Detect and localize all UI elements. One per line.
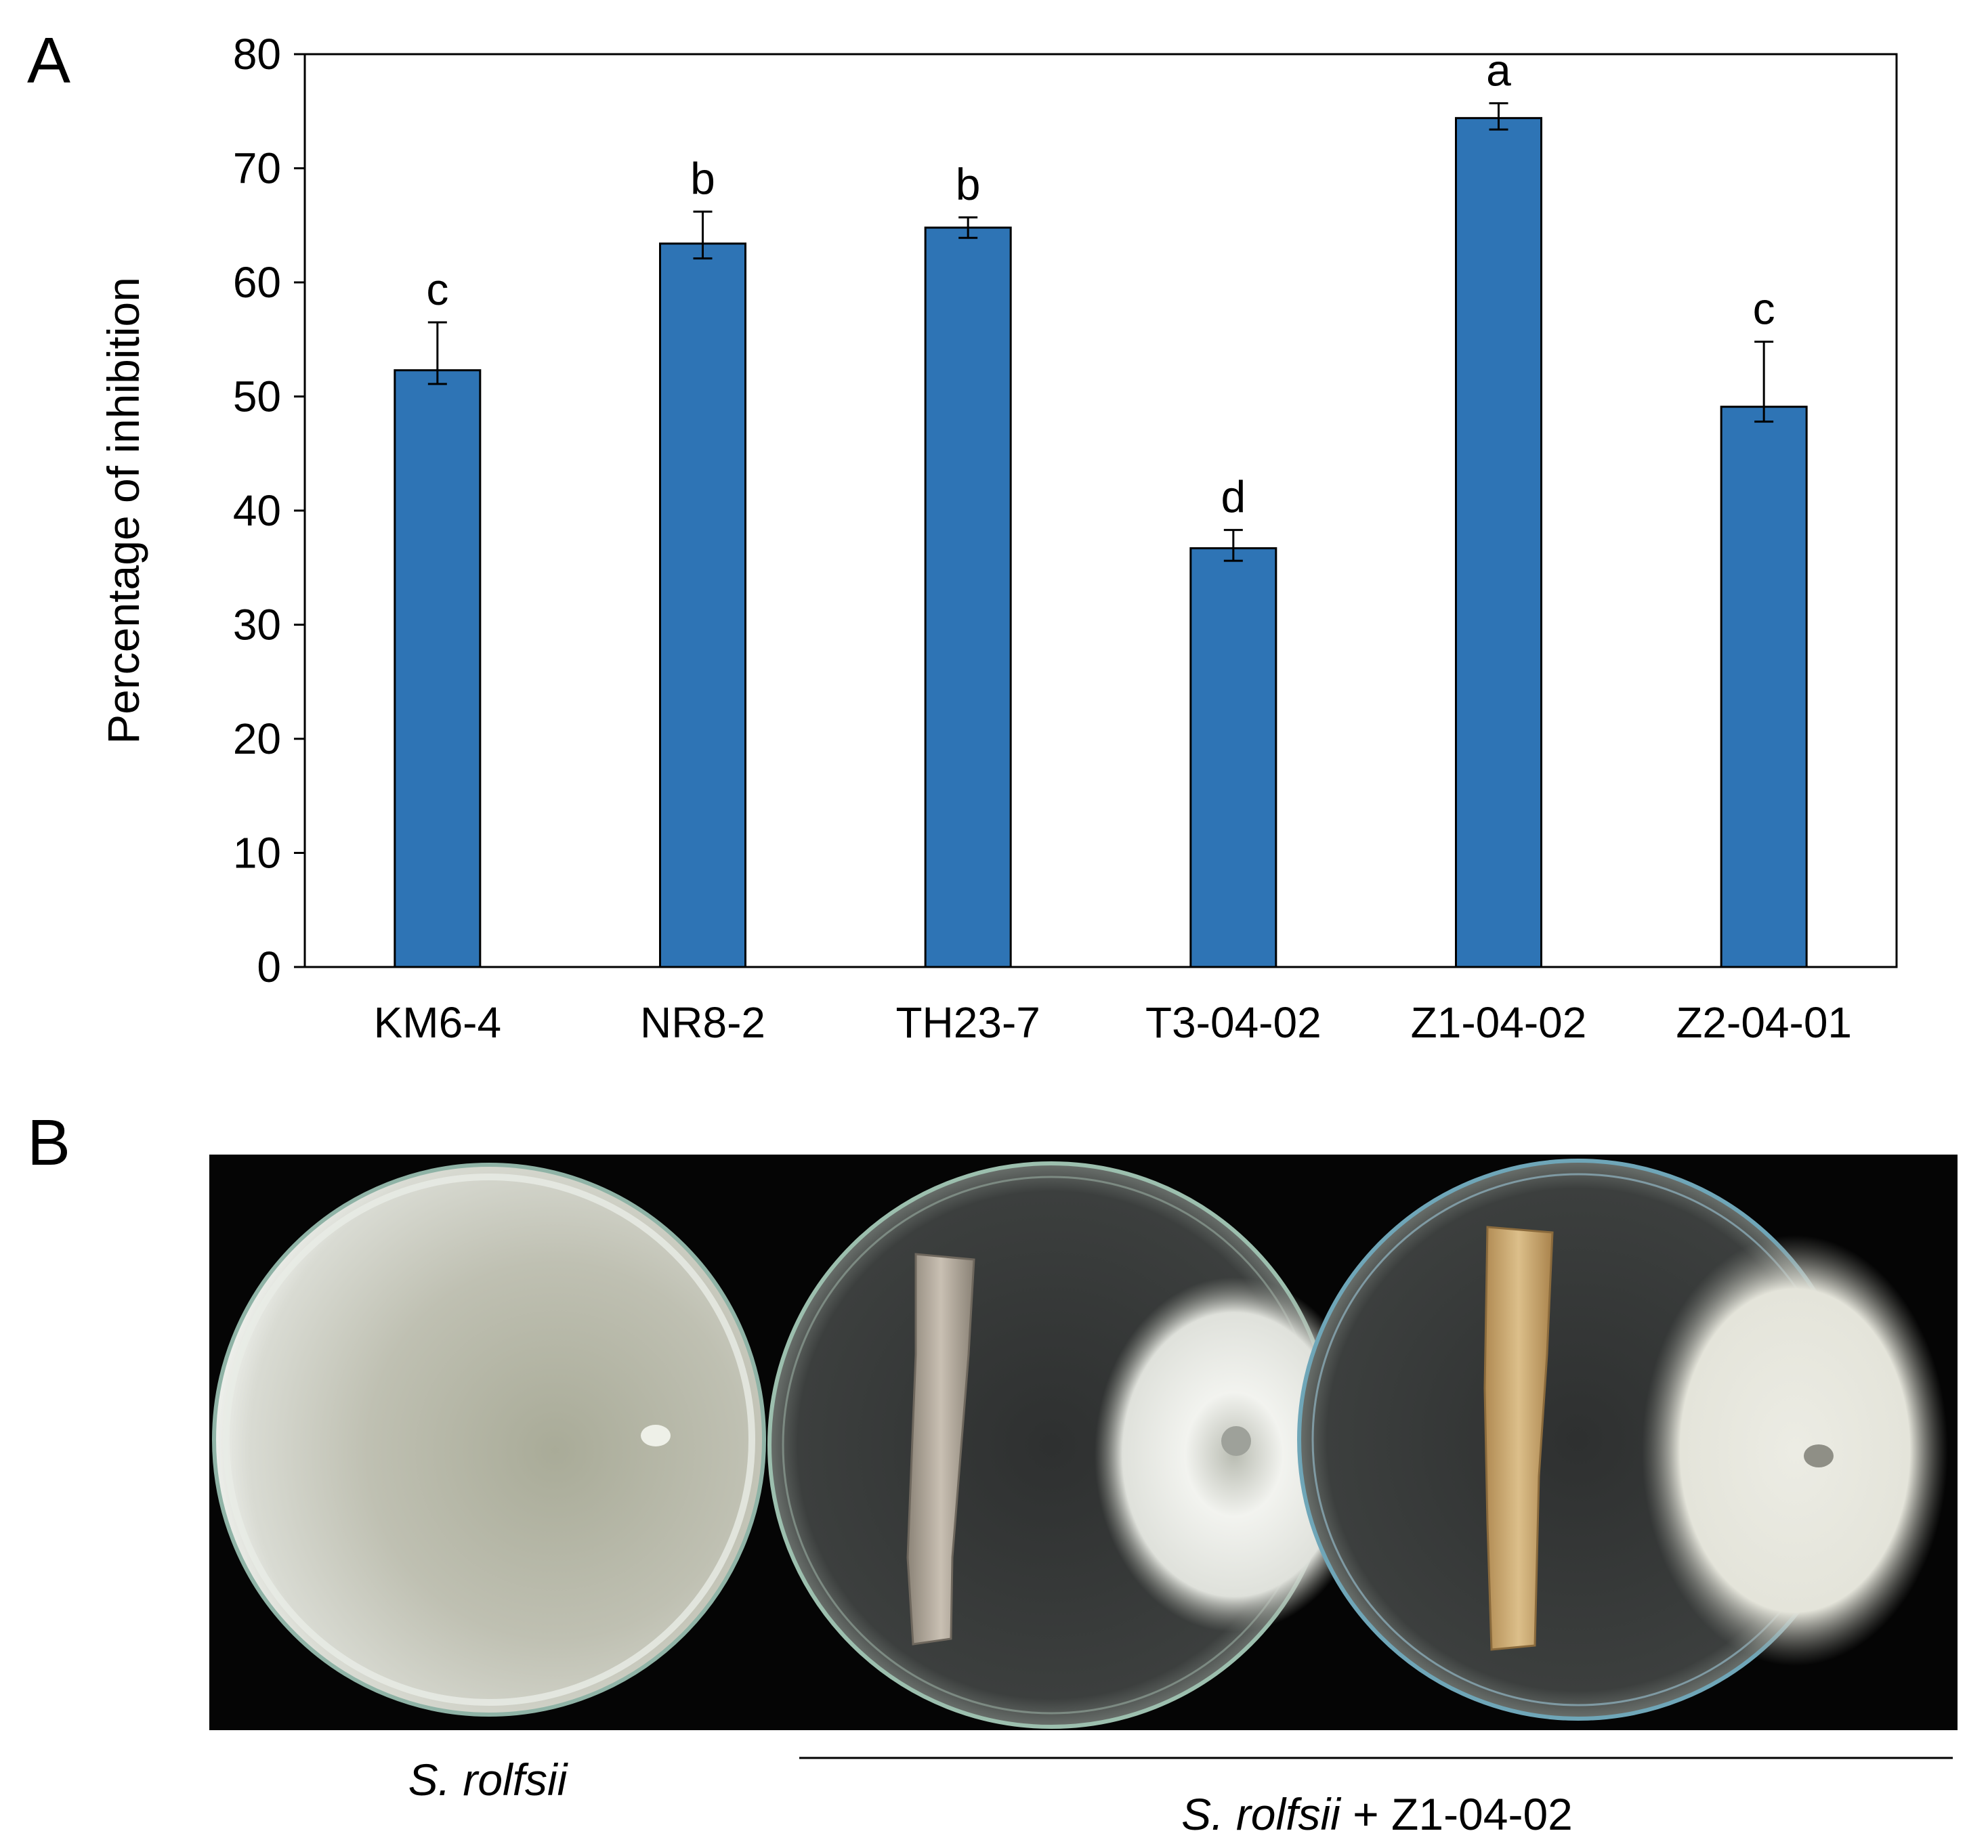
panel-a-label: A — [27, 24, 70, 97]
significance-letter: c — [426, 264, 448, 314]
significance-letter: d — [1221, 472, 1246, 522]
significance-letter: c — [1753, 284, 1775, 334]
y-tick-label: 10 — [233, 829, 281, 878]
y-tick-label: 0 — [257, 943, 281, 991]
y-tick-label: 20 — [233, 714, 281, 763]
y-tick-label: 80 — [233, 30, 281, 79]
y-axis: 0 10 20 30 40 50 60 70 80 — [233, 30, 305, 991]
caption-dual-culture-strain: + Z1-04-02 — [1340, 1789, 1573, 1839]
x-tick-label: Z1-04-02 — [1411, 998, 1587, 1047]
plate-dual-culture-1 — [767, 1161, 1374, 1729]
significance-letter: b — [690, 154, 715, 204]
plate-dual-culture-2 — [1297, 1159, 1948, 1721]
significance-letter: a — [1486, 45, 1511, 95]
x-tick-label: TH23-7 — [895, 998, 1040, 1047]
bar — [659, 242, 746, 968]
x-axis: KM6-4 NR8-2 TH23-7 T3-04-02 Z1-04-02 Z2-04-01 — [374, 998, 1852, 1047]
y-tick-label: 60 — [233, 258, 281, 307]
caption-dual-culture: S. rolfsii + Z1-04-02 — [1181, 1789, 1573, 1839]
x-tick-label: KM6-4 — [374, 998, 502, 1047]
plot-frame — [303, 53, 1898, 968]
petri-dish-photo: S. rolfsii S. rolfsii + Z1-04-02 — [209, 1155, 1958, 1839]
x-tick-label: NR8-2 — [640, 998, 765, 1047]
bar — [394, 369, 482, 968]
y-tick-label: 30 — [233, 601, 281, 649]
significance-letter: b — [956, 159, 981, 209]
bar — [1720, 406, 1808, 968]
x-tick-label: T3-04-02 — [1145, 998, 1321, 1047]
caption-dual-culture-species: S. rolfsii — [1181, 1789, 1342, 1839]
plate-control — [212, 1163, 766, 1717]
y-tick-label: 50 — [233, 372, 281, 421]
bar — [1455, 116, 1542, 968]
y-tick-label: 40 — [233, 486, 281, 535]
y-axis-label: Percentage of inhibition — [98, 277, 148, 744]
caption-control: S. rolfsii — [408, 1755, 569, 1805]
x-tick-label: Z2-04-01 — [1676, 998, 1852, 1047]
y-tick-label: 70 — [233, 144, 281, 193]
bar — [1189, 547, 1277, 968]
bar-chart: 0 10 20 30 40 50 60 70 80 c b b d a c KM6-4 NR8-2 TH23-… — [98, 30, 1898, 1047]
bars: c b b d a c — [394, 45, 1808, 968]
panel-b-label: B — [27, 1106, 70, 1179]
bar — [924, 226, 1012, 968]
